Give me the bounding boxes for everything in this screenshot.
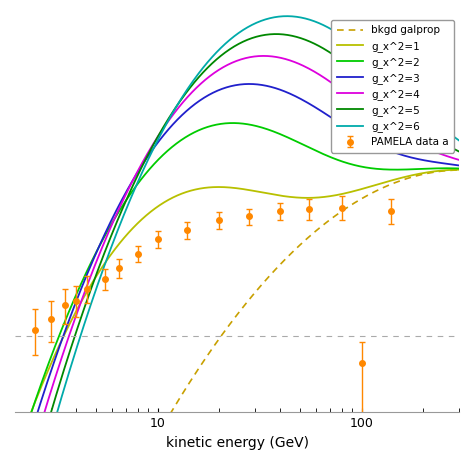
g_x^2=6 [336,31,342,36]
g_x^2=5 [65,353,71,359]
g_x^2=2 [334,156,339,162]
g_x^2=2 [12,460,18,465]
g_x^2=1 [333,192,338,198]
g_x^2=1 [292,194,297,200]
Line: bkgd galprop: bkgd galprop [15,170,459,474]
g_x^2=6 [188,82,194,87]
g_x^2=4 [188,91,194,96]
bkgd galprop [456,167,462,173]
g_x^2=6 [456,137,462,143]
g_x^2=2 [65,310,71,316]
g_x^2=1 [65,324,71,329]
g_x^2=4 [334,83,339,89]
g_x^2=5 [456,149,462,155]
g_x^2=5 [334,54,339,60]
g_x^2=1 [188,188,194,193]
Line: g_x^2=6: g_x^2=6 [15,16,459,474]
X-axis label: kinetic energy (GeV): kinetic energy (GeV) [165,436,309,449]
g_x^2=4 [65,335,71,340]
g_x^2=6 [334,29,339,35]
g_x^2=5 [273,31,279,37]
g_x^2=4 [260,53,266,59]
g_x^2=3 [456,163,462,168]
g_x^2=1 [12,453,18,459]
g_x^2=4 [292,60,298,65]
g_x^2=2 [188,131,194,137]
g_x^2=4 [456,157,462,163]
g_x^2=1 [335,192,340,198]
bkgd galprop [157,429,163,435]
g_x^2=3 [157,137,163,143]
g_x^2=5 [157,130,163,136]
g_x^2=2 [456,165,462,171]
g_x^2=4 [157,131,163,137]
g_x^2=2 [336,157,342,163]
bkgd galprop [333,213,338,219]
g_x^2=5 [292,34,298,39]
g_x^2=6 [292,14,298,19]
g_x^2=2 [157,155,163,161]
g_x^2=4 [336,85,342,91]
g_x^2=1 [456,167,462,173]
g_x^2=5 [336,56,342,62]
g_x^2=3 [65,319,71,325]
Line: g_x^2=5: g_x^2=5 [15,34,459,474]
g_x^2=6 [157,134,163,139]
g_x^2=3 [188,104,194,110]
Line: g_x^2=2: g_x^2=2 [15,123,459,463]
g_x^2=6 [283,13,289,19]
g_x^2=5 [188,84,194,90]
g_x^2=3 [246,81,252,87]
g_x^2=3 [336,119,342,125]
g_x^2=3 [334,118,339,124]
Legend: bkgd galprop, g_x^2=1, g_x^2=2, g_x^2=3, g_x^2=4, g_x^2=5, g_x^2=6, PAMELA data : bkgd galprop, g_x^2=1, g_x^2=2, g_x^2=3,… [331,20,454,153]
g_x^2=1 [157,202,163,208]
g_x^2=2 [230,120,236,126]
bkgd galprop [188,378,194,383]
Line: g_x^2=3: g_x^2=3 [15,84,459,474]
g_x^2=6 [65,372,71,377]
bkgd galprop [292,247,297,253]
Line: g_x^2=4: g_x^2=4 [15,56,459,474]
g_x^2=2 [292,138,298,144]
g_x^2=3 [292,93,298,99]
Line: g_x^2=1: g_x^2=1 [15,170,459,456]
bkgd galprop [335,211,340,217]
